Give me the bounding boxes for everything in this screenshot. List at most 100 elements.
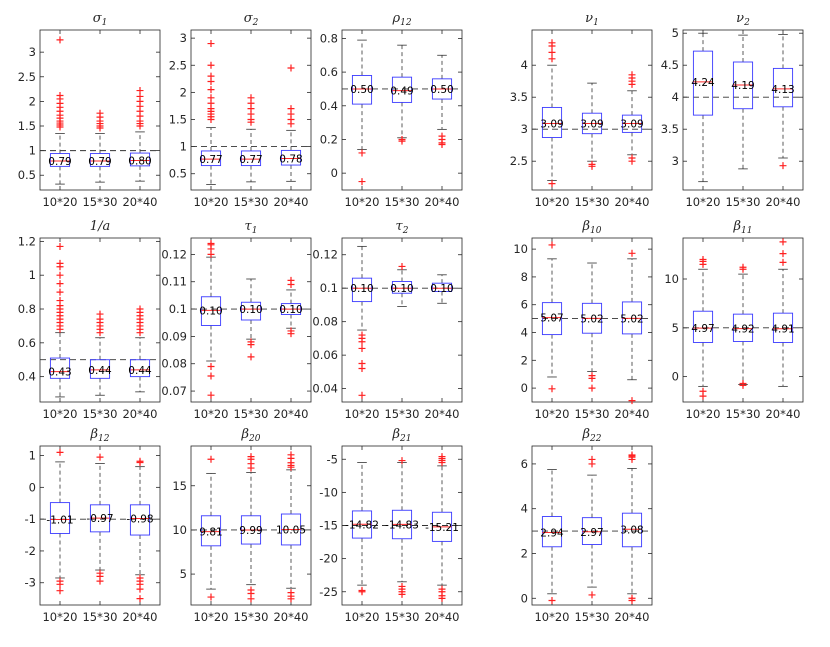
boxplot-15*30: 0.79	[88, 109, 112, 183]
axes-frame	[341, 237, 463, 403]
boxplot-10*20: 2.94	[540, 469, 564, 605]
subplot-title: β22	[582, 427, 602, 444]
median-label: 0.10	[279, 304, 302, 316]
median-label: 0.77	[239, 154, 262, 166]
y-tick-label: 0	[521, 591, 528, 605]
subplot-title: σ2	[244, 11, 259, 28]
boxplot-10*20: 0.79	[48, 36, 72, 185]
subplot-title-subscript: 11	[741, 226, 752, 236]
y-tick-label: 3.5	[510, 90, 528, 104]
subplot-5: ν2 3 3.5 4 4.5 5 10*20 15*30 20*40 4.24 4.19 4.13	[661, 11, 804, 209]
subplot-title-subscript: 20	[248, 434, 261, 444]
outlier-marker	[358, 588, 366, 596]
median-label: 0.10	[430, 283, 453, 295]
x-tick-label: 10*20	[534, 195, 569, 209]
y-tick-label: 0.1	[320, 281, 338, 295]
outlier-marker	[207, 86, 215, 94]
y-tick-label: 1.5	[18, 119, 36, 133]
outlier-marker	[136, 92, 144, 100]
y-tick-label: 4.5	[661, 58, 679, 72]
y-tick-label: -5	[327, 452, 338, 466]
outlier-marker	[588, 160, 596, 168]
subplot-title-subscript: 12	[400, 18, 412, 28]
boxplot-20*40: 3.09	[620, 71, 644, 165]
outlier-marker	[247, 353, 255, 361]
y-tick-label: 8	[521, 270, 528, 284]
iqr-box	[391, 281, 413, 294]
outlier-marker	[136, 585, 144, 593]
median-label: -15.21	[425, 522, 459, 534]
boxplot-20*40: 0.80	[128, 87, 152, 182]
y-tick-label: 1.5	[169, 112, 187, 126]
boxplot-10*20: 0.50	[350, 39, 374, 186]
outlier-marker	[56, 288, 64, 296]
x-tick-label: 15*30	[82, 407, 117, 421]
median-label: 0.10	[390, 283, 413, 295]
y-tick-label: 2.5	[510, 154, 528, 168]
outlier-marker	[628, 597, 636, 605]
median-label: 3.09	[540, 118, 563, 130]
iqr-box	[129, 504, 151, 536]
outlier-marker	[96, 310, 104, 318]
x-tick-label: 10*20	[193, 407, 228, 421]
outlier-marker	[136, 87, 144, 95]
iqr-box	[541, 106, 563, 138]
iqr-box	[200, 296, 222, 326]
y-tick-label: 3.5	[661, 122, 679, 136]
y-tick-label: 2.5	[169, 58, 187, 72]
iqr-box	[89, 153, 111, 167]
boxplot-10*20: 4.24	[691, 32, 715, 183]
subplot-13: β21 -25 -20 -15 -10 -5 10*20 15*30 20*40 -14.82 -1…	[319, 427, 463, 624]
iqr-box	[351, 277, 373, 303]
outlier-marker	[136, 459, 144, 467]
x-tick-label: 20*40	[765, 407, 800, 421]
x-tick-label: 15*30	[384, 407, 419, 421]
boxplot-10*20: 0.10	[350, 245, 374, 399]
outlier-marker	[207, 72, 215, 80]
y-tick-label: 0.08	[312, 315, 338, 329]
outlier-marker	[358, 344, 366, 352]
y-tick-label: 10	[664, 272, 679, 286]
median-label: 0.10	[239, 304, 262, 316]
iqr-box	[541, 516, 563, 548]
median-label: -0.98	[126, 514, 153, 526]
y-tick-label: -3	[25, 576, 36, 590]
subplot-title: τ2	[396, 219, 409, 236]
iqr-box	[431, 282, 453, 293]
boxplot-10*20: 4.97	[691, 255, 715, 400]
iqr-box	[541, 302, 563, 336]
y-tick-label: 1	[29, 144, 36, 158]
subplot-7: τ1 0.07 0.08 0.09 0.1 0.11 0.12 10*20 15*30 20*40…	[161, 219, 312, 421]
median-label: 3.09	[580, 118, 603, 130]
outlier-marker	[588, 591, 596, 599]
outlier-marker	[287, 330, 295, 338]
iqr-box	[692, 310, 714, 343]
outlier-marker	[699, 392, 707, 400]
outlier-marker	[207, 61, 215, 69]
y-tick-label: 0	[521, 381, 528, 395]
outlier-marker	[398, 262, 406, 270]
iqr-box	[391, 76, 413, 103]
iqr-box	[240, 150, 262, 167]
x-tick-label: 20*40	[765, 195, 800, 209]
y-tick-label: 6	[521, 298, 528, 312]
subplot-title-symbol: 1/a	[90, 219, 110, 234]
median-label: 0.50	[350, 84, 373, 96]
outlier-marker	[438, 132, 446, 140]
subplot-title-symbol: β	[241, 427, 250, 442]
median-label: 5.07	[540, 313, 563, 325]
outlier-marker	[247, 453, 255, 461]
subplot-title-symbol: β	[392, 427, 401, 442]
iqr-box	[692, 50, 714, 116]
boxplot-20*40: 0.78	[279, 64, 303, 182]
subplot-6: 1/a 0.4 0.6 0.8 1 1.2 10*20 15*30 20*40 0.43 0.44 0…	[18, 219, 161, 421]
median-label: 9.81	[199, 527, 222, 539]
iqr-box	[772, 312, 794, 343]
subplot-title: β11	[733, 219, 753, 236]
outlier-marker	[56, 297, 64, 305]
subplot-title: τ1	[245, 219, 258, 236]
y-tick-label: -1	[25, 512, 36, 526]
outlier-marker	[739, 263, 747, 271]
y-tick-label: 3	[672, 154, 679, 168]
